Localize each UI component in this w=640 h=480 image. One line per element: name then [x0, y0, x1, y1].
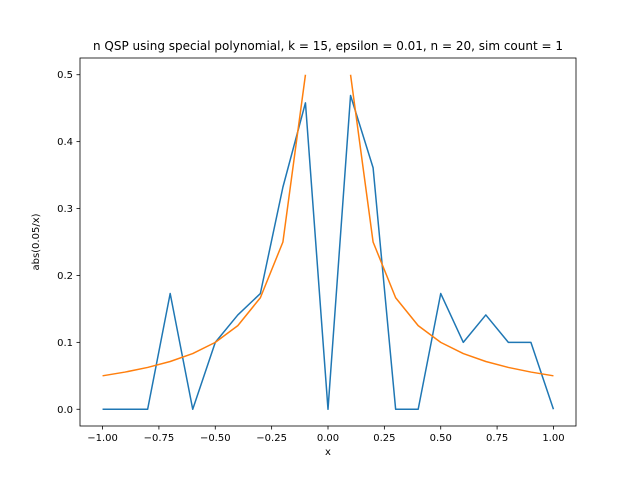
x-axis-ticks: −1.00 −0.75 −0.50 −0.25 0.00 0.25 0.50 0.75 1.00 [87, 426, 565, 444]
y-axis-label: abs(0.05/x) [31, 213, 42, 270]
y-axis-ticks: 0.0 0.1 0.2 0.3 0.4 0.5 [57, 70, 80, 416]
y-tick-label: 0.5 [57, 70, 73, 81]
plot-series [102, 74, 555, 411]
chart-title: n QSP using special polynomial, k = 15, … [93, 39, 563, 53]
series-1-line-segment-1 [102, 94, 555, 411]
y-tick-label: 0.2 [57, 271, 73, 282]
series-2-line-segment-2 [349, 74, 554, 377]
y-tick-label: 0.1 [57, 338, 73, 349]
y-tick-label: 0.4 [57, 137, 73, 148]
series-2-line-segment-1 [102, 74, 307, 377]
x-tick-label: 0.00 [317, 433, 339, 444]
x-tick-label: 0.75 [486, 433, 508, 444]
y-tick-label: 0.3 [57, 204, 73, 215]
x-tick-label: 1.00 [542, 433, 564, 444]
x-tick-label: −0.50 [200, 433, 231, 444]
x-tick-label: −0.75 [144, 433, 175, 444]
x-tick-label: −1.00 [87, 433, 118, 444]
y-tick-label: 0.0 [57, 405, 73, 416]
x-axis-label: x [325, 447, 331, 458]
x-tick-label: −0.25 [256, 433, 287, 444]
x-tick-label: 0.25 [373, 433, 395, 444]
x-tick-label: 0.50 [430, 433, 452, 444]
